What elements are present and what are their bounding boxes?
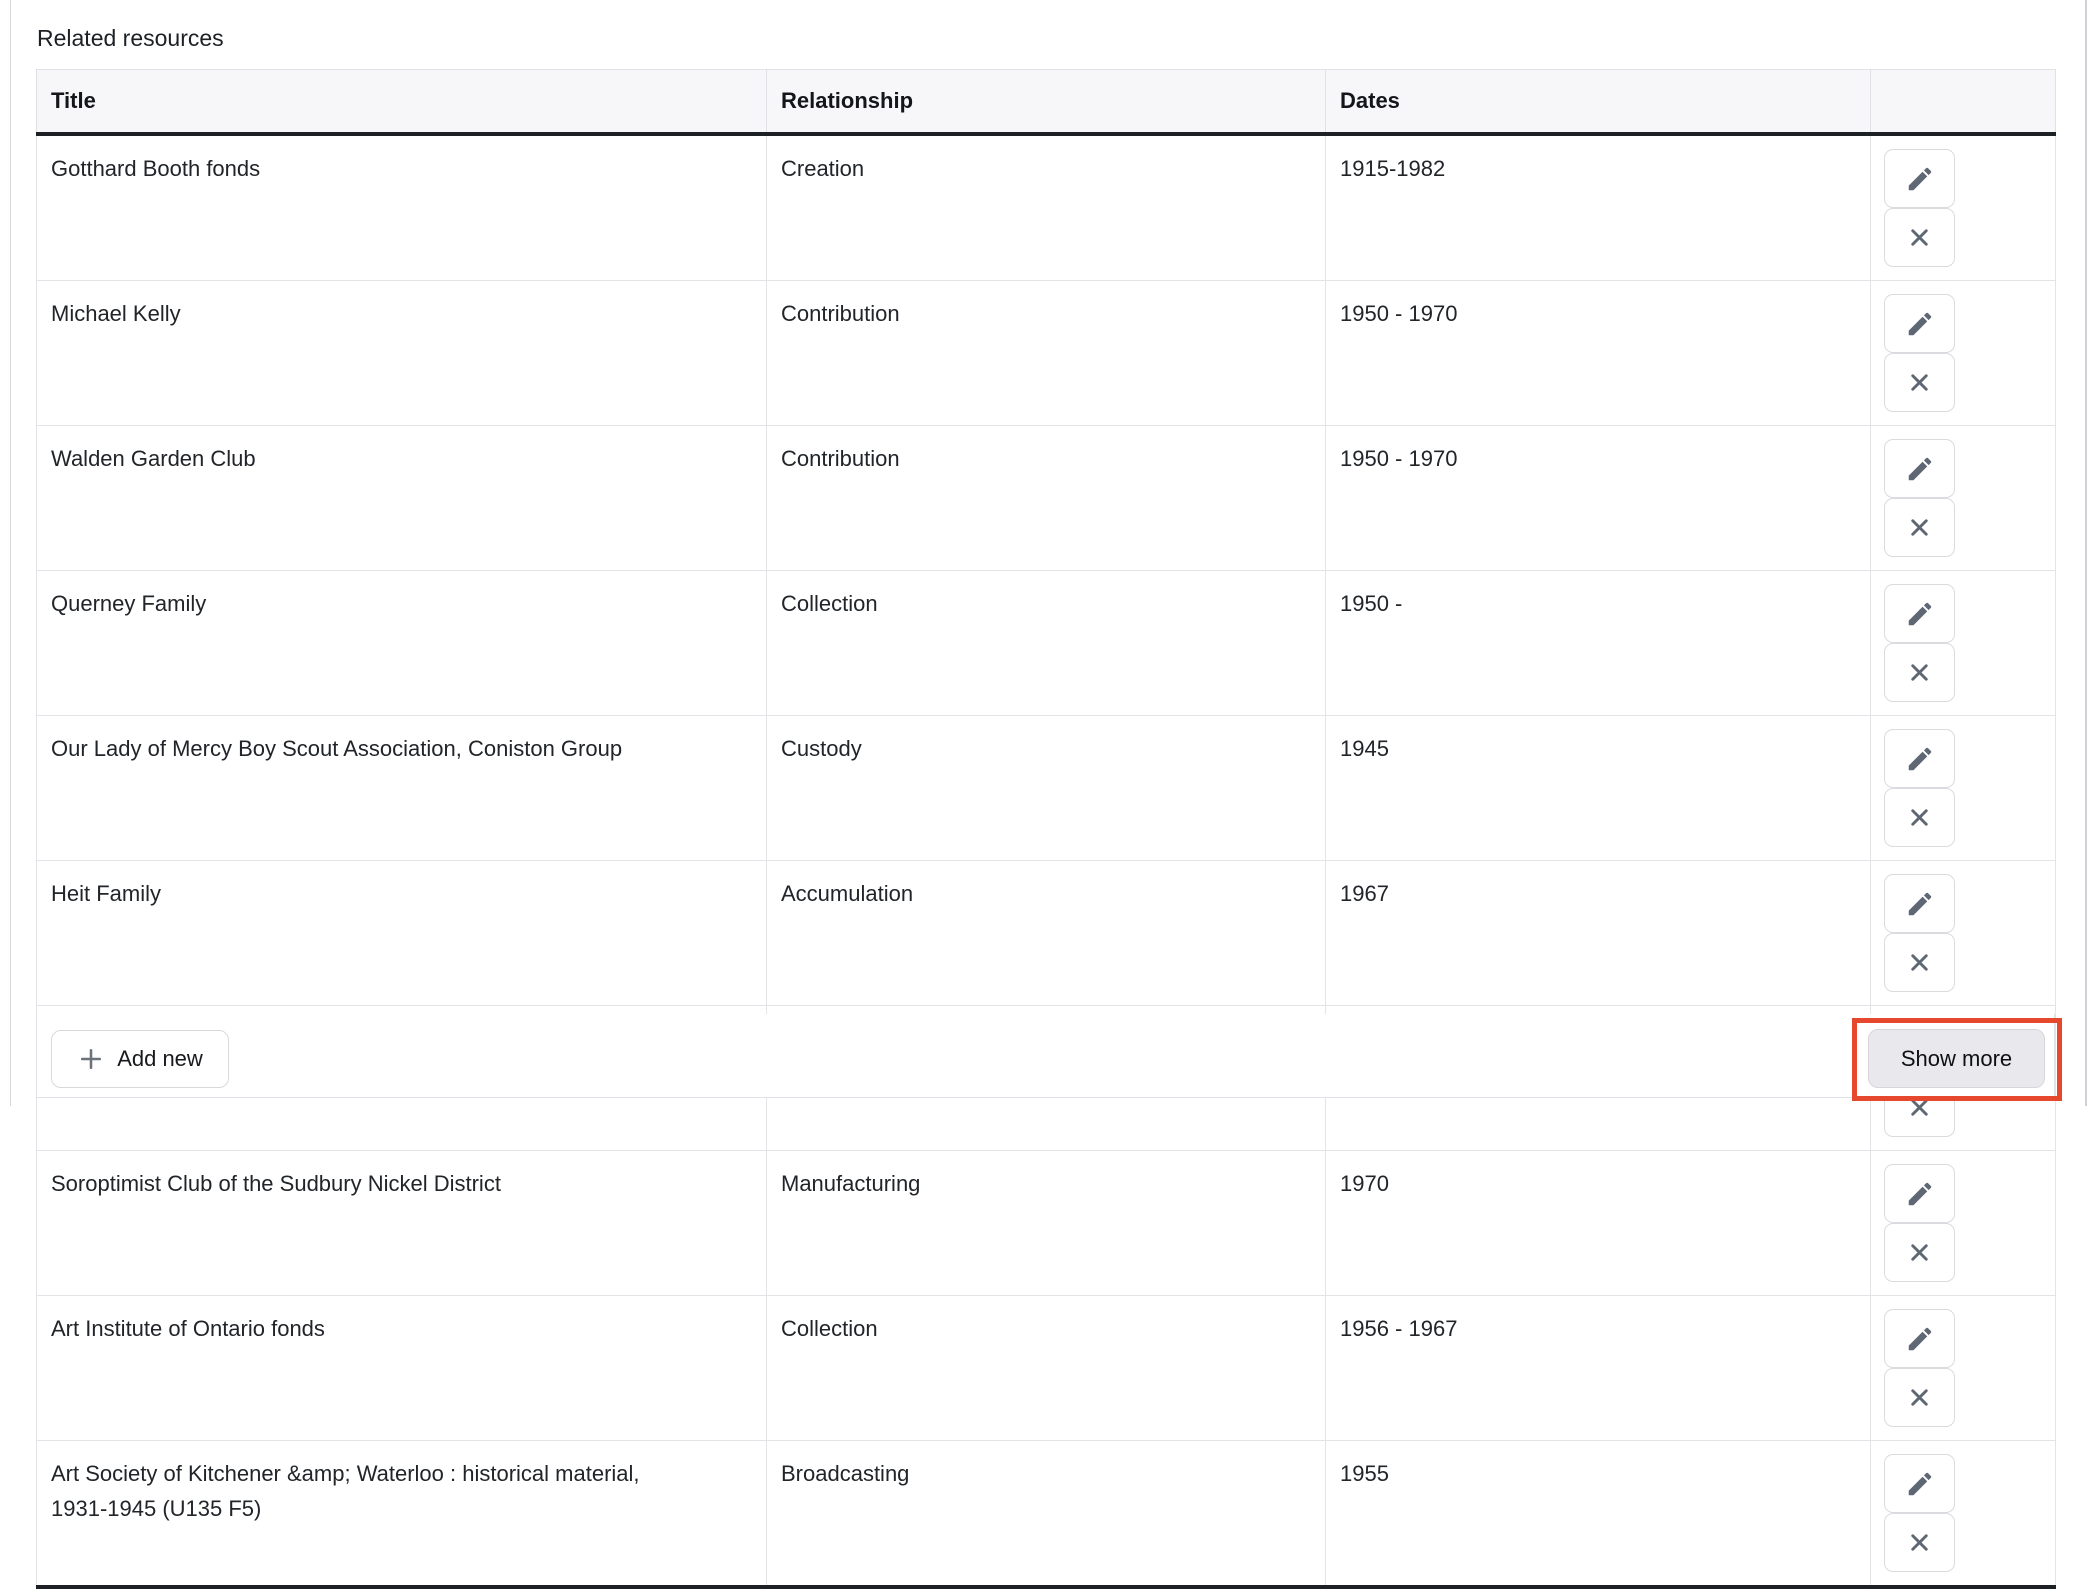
- delete-button[interactable]: [1884, 208, 1955, 267]
- content-right-divider: [2085, 0, 2087, 1106]
- resource-dates: 1955: [1340, 1461, 1389, 1486]
- table-row: Art Institute of Ontario fonds Collectio…: [36, 1295, 2056, 1441]
- pencil-icon: [1908, 747, 1931, 770]
- pencil-icon: [1908, 602, 1931, 625]
- edit-button[interactable]: [1884, 1454, 1955, 1513]
- resource-relationship: Custody: [781, 736, 862, 761]
- table-header-row: Title Relationship Dates: [36, 69, 2056, 136]
- delete-button[interactable]: [1884, 1223, 1955, 1282]
- resource-relationship: Contribution: [781, 446, 900, 471]
- plus-icon: [81, 1048, 102, 1070]
- resource-title: Walden Garden Club: [51, 446, 256, 471]
- pencil-icon: [1908, 457, 1931, 480]
- pencil-icon: [1908, 1472, 1931, 1495]
- resource-dates: 1945: [1340, 736, 1389, 761]
- x-icon: [1911, 954, 1928, 971]
- content-left-divider: [10, 0, 11, 1106]
- resource-relationship: Broadcasting: [781, 1461, 910, 1486]
- x-icon: [1911, 809, 1928, 826]
- x-icon: [1911, 374, 1928, 391]
- table-row: Gotthard Booth fonds Creation 1915-1982: [36, 133, 2056, 281]
- resource-title: Art Society of Kitchener &amp; Waterloo …: [51, 1461, 640, 1521]
- table-row: Soroptimist Club of the Sudbury Nickel D…: [36, 1150, 2056, 1296]
- resource-relationship: Contribution: [781, 301, 900, 326]
- resource-relationship: Manufacturing: [781, 1171, 921, 1196]
- page-title: Related resources: [37, 25, 224, 51]
- table-row: Walden Garden Club Contribution 1950 - 1…: [36, 425, 2056, 571]
- delete-button[interactable]: [1884, 353, 1955, 412]
- table-row: Querney Family Collection 1950 -: [36, 570, 2056, 716]
- table-footer: Add new Show more: [36, 1014, 2055, 1098]
- delete-button[interactable]: [1884, 643, 1955, 702]
- delete-button[interactable]: [1884, 788, 1955, 847]
- column-header-dates: Dates: [1325, 69, 1871, 136]
- edit-button[interactable]: [1884, 1164, 1955, 1223]
- add-new-button[interactable]: Add new: [51, 1030, 229, 1088]
- resource-dates: 1967: [1340, 881, 1389, 906]
- resource-title: Art Institute of Ontario fonds: [51, 1316, 325, 1341]
- pencil-icon: [1908, 1182, 1931, 1205]
- column-header-actions: [1870, 69, 2056, 136]
- resource-dates: 1956 - 1967: [1340, 1316, 1458, 1341]
- resource-dates: 1950 - 1970: [1340, 301, 1458, 326]
- edit-button[interactable]: [1884, 729, 1955, 788]
- column-header-relationship: Relationship: [766, 69, 1326, 136]
- related-resources-table: Title Relationship Dates Gotthard Booth …: [36, 69, 2056, 1589]
- edit-button[interactable]: [1884, 149, 1955, 208]
- edit-button[interactable]: [1884, 439, 1955, 498]
- resource-title: Soroptimist Club of the Sudbury Nickel D…: [51, 1171, 501, 1196]
- show-more-label: Show more: [1900, 1045, 2013, 1071]
- resource-title: Michael Kelly: [51, 301, 181, 326]
- table-row: Art Society of Kitchener &amp; Waterloo …: [36, 1440, 2056, 1589]
- show-more-button[interactable]: Show more: [1868, 1029, 2045, 1088]
- x-icon: [1911, 664, 1928, 681]
- x-icon: [1911, 519, 1928, 536]
- edit-button[interactable]: [1884, 294, 1955, 353]
- edit-button[interactable]: [1884, 584, 1955, 643]
- delete-button[interactable]: [1884, 1368, 1955, 1427]
- delete-button[interactable]: [1884, 1513, 1955, 1572]
- delete-button[interactable]: [1884, 498, 1955, 557]
- resource-dates: 1970: [1340, 1171, 1389, 1196]
- column-header-title: Title: [36, 69, 767, 136]
- x-icon: [1911, 1534, 1928, 1551]
- x-icon: [1911, 1244, 1928, 1261]
- table-row: Michael Kelly Contribution 1950 - 1970: [36, 280, 2056, 426]
- edit-button[interactable]: [1884, 1309, 1955, 1368]
- resource-dates: 1950 - 1970: [1340, 446, 1458, 471]
- table-row: Our Lady of Mercy Boy Scout Association,…: [36, 715, 2056, 861]
- resource-dates: 1950 -: [1340, 591, 1403, 616]
- resource-title: Querney Family: [51, 591, 207, 616]
- pencil-icon: [1908, 1327, 1931, 1350]
- table-row: Heit Family Accumulation 1967: [36, 860, 2056, 1006]
- pencil-icon: [1908, 892, 1931, 915]
- x-icon: [1911, 1099, 1928, 1116]
- resource-title: Heit Family: [51, 881, 162, 906]
- add-new-label: Add new: [117, 1046, 203, 1071]
- resource-title: Gotthard Booth fonds: [51, 156, 261, 181]
- x-icon: [1911, 1389, 1928, 1406]
- edit-button[interactable]: [1884, 874, 1955, 933]
- resource-relationship: Collection: [781, 591, 878, 616]
- related-resources-panel: Related resources Title Relationship Dat…: [10, 0, 2087, 1589]
- pencil-icon: [1908, 167, 1931, 190]
- pencil-icon: [1908, 312, 1931, 335]
- resource-dates: 1915-1982: [1340, 156, 1446, 181]
- resource-relationship: Creation: [781, 156, 865, 181]
- x-icon: [1911, 229, 1928, 246]
- resource-relationship: Collection: [781, 1316, 878, 1341]
- resource-relationship: Accumulation: [781, 881, 914, 906]
- delete-button[interactable]: [1884, 933, 1955, 992]
- resource-title: Our Lady of Mercy Boy Scout Association,…: [51, 736, 623, 761]
